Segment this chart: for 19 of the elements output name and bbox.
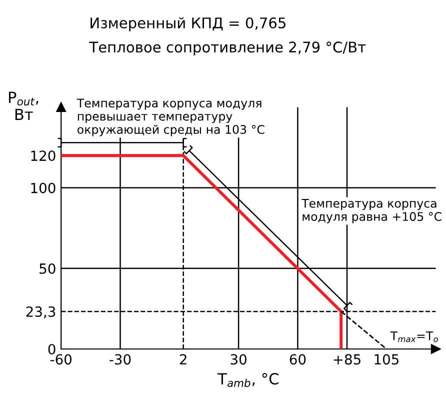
chart-title: Измеренный КПД = 0,765 <box>90 17 286 32</box>
x-tick-label: +85 <box>334 354 360 365</box>
x-axis-title: T$_{amb}$, °C <box>218 373 278 388</box>
y-tick-label: 0 <box>48 344 56 354</box>
y-tick-label: 100 <box>31 182 56 194</box>
annotation: Температура корпуса модуля превышает температуру окружающей среды на 103 °C <box>76 98 264 136</box>
x-tick-label: -60 <box>50 354 72 365</box>
y-tick-label: 23,3 <box>26 306 56 318</box>
x-tick-label: -30 <box>110 354 131 365</box>
x-tick-label: 30 <box>230 354 246 365</box>
x-tick-label: 105 <box>374 354 398 365</box>
y-axis-title: P$_{out}$, Вт <box>9 92 38 120</box>
x-tick-label: 60 <box>290 354 306 365</box>
y-tick-label: 120 <box>31 150 56 162</box>
annotation: Температура корпуса модуля равна +105 °C <box>302 198 442 224</box>
annotation: T$_{max}$=T$_{o}$ <box>390 331 438 342</box>
y-tick-label: 50 <box>40 263 56 274</box>
chart-subtitle: Тепловое сопротивление 2,79 °C/Вт <box>89 42 366 56</box>
x-tick-label: 2 <box>180 354 186 364</box>
